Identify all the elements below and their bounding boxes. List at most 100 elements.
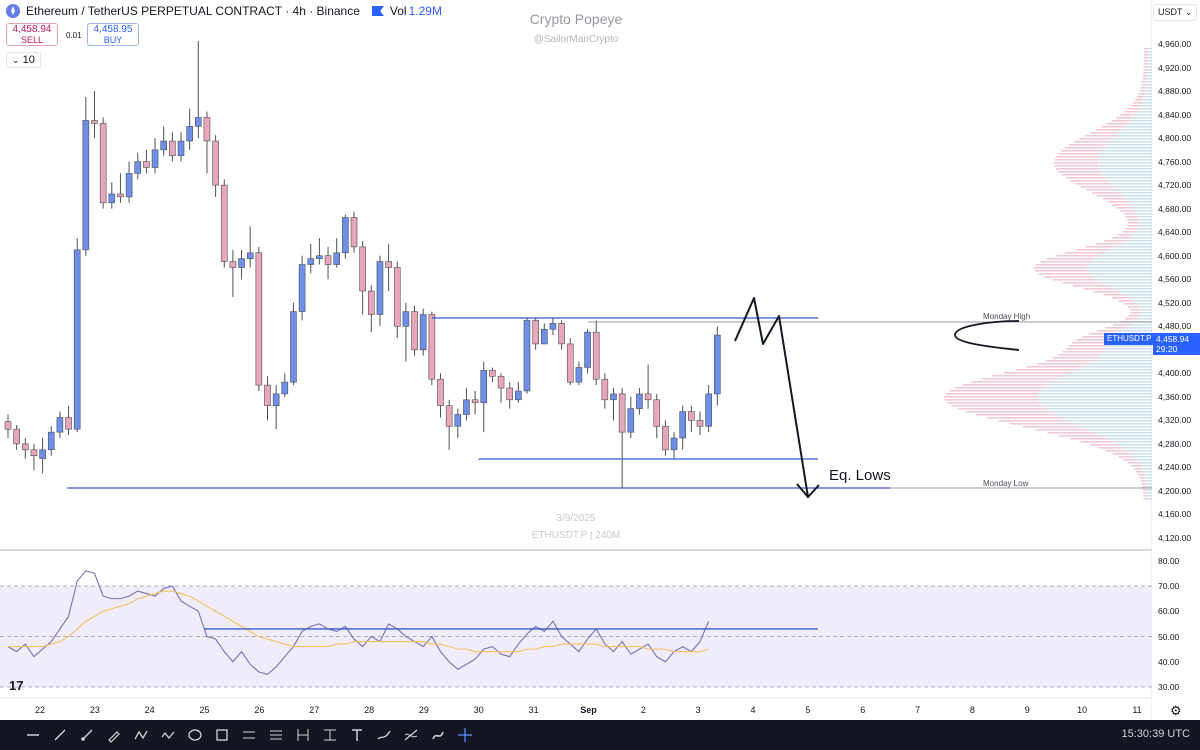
flag-icon[interactable] (371, 6, 384, 16)
volume-profile-bar (1104, 240, 1126, 242)
volume-profile-bar (1015, 369, 1078, 371)
volume-profile-bar (1104, 252, 1152, 254)
volume-profile-bar (1036, 363, 1089, 365)
chart-canvas[interactable] (0, 0, 1152, 720)
volume-profile-bar (1143, 69, 1148, 71)
rectangle-icon[interactable] (214, 727, 230, 743)
volume-profile-bar (1135, 231, 1152, 233)
volume-profile-bar (1115, 246, 1152, 248)
volume-profile-bar (1127, 108, 1139, 110)
volume-profile-bar (1147, 66, 1152, 68)
candle-body (134, 161, 142, 174)
volume-profile-bar (1075, 249, 1110, 251)
candle-body (402, 311, 410, 327)
utc-clock[interactable]: 15:30:39 UTC (1121, 728, 1190, 740)
volume-profile-bar (1118, 300, 1134, 302)
currency-label: USDT (1158, 7, 1183, 17)
volume-profile-bar (1137, 318, 1152, 320)
interval-value: 10 (22, 54, 35, 66)
sell-price: 4,458.94 (12, 24, 52, 35)
volume-profile-bar (1147, 63, 1152, 65)
sell-button[interactable]: 4,458.94 SELL (6, 23, 58, 46)
volume-profile-bar (1076, 339, 1111, 341)
volume-profile-bar (1139, 90, 1146, 92)
highlighter-icon[interactable] (430, 727, 446, 743)
volume-profile-bar (1074, 423, 1152, 425)
volume-profile-bar (1120, 243, 1152, 245)
volume-profile-bar (1072, 342, 1109, 344)
candle-body (21, 443, 29, 451)
volume-profile-bar (944, 399, 1038, 401)
volume-profile-bar (1095, 243, 1121, 245)
volume-profile-bar (1126, 327, 1152, 329)
buy-button[interactable]: 4,458.95 BUY (87, 23, 139, 46)
price-tick-label: 4,640.00 (1158, 227, 1192, 238)
volume-profile-bar (1122, 447, 1152, 449)
volume-profile-bar (1127, 306, 1139, 308)
measure-icon[interactable] (403, 727, 419, 743)
interval-selector[interactable]: ⌄ 10 (6, 52, 41, 68)
volume-profile-bar (1102, 351, 1152, 353)
volume-profile-bar (1098, 165, 1152, 167)
text-icon[interactable] (349, 727, 365, 743)
gear-icon[interactable]: ⚙ (1170, 703, 1182, 718)
parallel-channel-icon[interactable] (241, 727, 257, 743)
candle-body (56, 417, 64, 433)
fib-retracement-icon[interactable] (268, 727, 284, 743)
volume-profile-bar (1112, 441, 1152, 443)
tradingview-logo-icon[interactable]: 17 (9, 678, 24, 693)
volume-profile-bar (1090, 261, 1152, 263)
time-tick-label: 28 (364, 705, 375, 715)
brush-icon[interactable] (376, 727, 392, 743)
volume-profile-bar (1146, 489, 1152, 491)
volume-profile-bar (1104, 177, 1152, 179)
ethereum-logo-icon (6, 4, 20, 18)
volume-profile-bar (1103, 147, 1152, 149)
price-tick-label: 4,800.00 (1158, 133, 1192, 144)
candle-body (428, 314, 436, 380)
volume-profile-bar (1147, 75, 1152, 77)
candle-body (644, 393, 652, 401)
price-tick-label: 4,360.00 (1158, 391, 1192, 402)
date-range-icon[interactable] (295, 727, 311, 743)
polyline-icon[interactable] (160, 727, 176, 743)
currency-selector[interactable]: USDT ⌄ (1153, 4, 1198, 21)
candle-body (350, 217, 358, 248)
volume-profile-bar (1136, 213, 1152, 215)
volume-profile-bar (1100, 435, 1152, 437)
rsi-tick-label: 70.00 (1158, 581, 1180, 591)
volume-profile-bar (1098, 159, 1152, 161)
ray-icon[interactable] (79, 727, 95, 743)
candle-body (705, 393, 712, 427)
volume-profile-bar (1060, 150, 1102, 152)
time-tick-label: 2 (640, 705, 646, 715)
volume-profile-bar (1145, 90, 1152, 92)
projection-path (734, 297, 809, 498)
symbol-legend[interactable]: Ethereum / TetherUS PERPETUAL CONTRACT ·… (6, 4, 442, 18)
volume-profile-bar (1065, 252, 1105, 254)
cursor-icon[interactable] (25, 727, 41, 743)
volume-profile-bar (1147, 57, 1152, 59)
volume-profile-bar (1143, 471, 1152, 473)
volume-profile-bar (1098, 447, 1123, 449)
volume-profile-bar (1114, 288, 1152, 290)
volume-profile-bar (1120, 114, 1135, 116)
candle-body (480, 370, 488, 404)
candle-body (307, 258, 315, 265)
candle-body (584, 331, 591, 368)
ellipse-icon[interactable] (187, 727, 203, 743)
volume-profile-bar (1038, 273, 1090, 275)
path-icon[interactable] (133, 727, 149, 743)
time-tick-label: 11 (1132, 705, 1142, 715)
volume-profile-bar (1100, 354, 1152, 356)
pen-icon[interactable] (106, 727, 122, 743)
trend-line-icon[interactable] (52, 727, 68, 743)
crosshair-icon[interactable] (457, 727, 473, 743)
volume-profile-bar (966, 411, 1050, 413)
volume-profile-bar (1055, 156, 1100, 158)
price-range-icon[interactable] (322, 727, 338, 743)
volume-profile-bar (1129, 237, 1152, 239)
rsi-tick-label: 80.00 (1158, 555, 1180, 566)
candle-body (4, 421, 12, 430)
candle-body (255, 252, 263, 386)
